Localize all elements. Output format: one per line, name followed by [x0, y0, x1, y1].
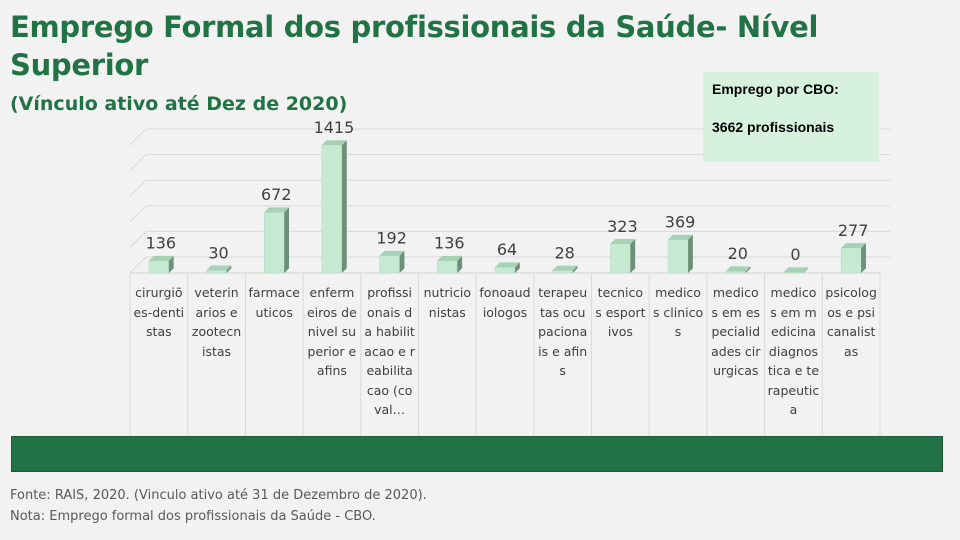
bar-top	[148, 255, 174, 261]
bar	[206, 270, 227, 274]
category-label: enfermeiros de nivel superior e afins	[307, 285, 357, 378]
bar	[667, 239, 689, 274]
bar-side	[745, 266, 751, 273]
data-label: 277	[838, 221, 869, 240]
bar	[437, 260, 458, 274]
gridline	[129, 128, 147, 146]
data-label: 20	[728, 244, 748, 263]
category-label: fonoaudiologos	[479, 285, 531, 320]
summary-box: Emprego por CBO: 3662 profissionais	[703, 72, 879, 162]
bar-top	[437, 255, 463, 261]
bar-side	[284, 207, 290, 273]
bar-side	[168, 255, 174, 273]
gridline	[129, 205, 147, 223]
bar-top	[552, 265, 578, 271]
category-label: psicologos e psicanalistas	[825, 285, 877, 359]
bar	[148, 260, 170, 274]
category-label: veterinarios e zootecnistas	[191, 285, 242, 359]
gridline	[129, 231, 147, 248]
summary-total: 3662 profissionais	[712, 119, 835, 135]
bar-top	[668, 234, 693, 240]
category-label: tecnicos esportivos	[595, 285, 646, 339]
chart-title: Emprego Formal dos profissionais da Saúd…	[10, 10, 819, 82]
category-label: medicos clinicos	[652, 285, 704, 339]
data-label: 136	[434, 234, 465, 253]
green-banner	[11, 436, 943, 472]
bar	[263, 211, 285, 274]
data-label: 64	[497, 240, 517, 259]
chart-subtitle: (Vínculo ativo até Dez de 2020)	[10, 93, 348, 115]
data-label: 323	[607, 217, 638, 236]
bar-side	[515, 262, 520, 273]
bar-top	[783, 267, 809, 273]
bar-side	[341, 140, 347, 273]
bar	[783, 271, 804, 274]
bar-top	[841, 243, 866, 248]
bar	[610, 243, 631, 274]
gridline	[129, 154, 147, 171]
bar-side	[572, 265, 578, 273]
category-label: profissionais da habilitacao e reabilita…	[364, 285, 415, 417]
data-label: 0	[790, 245, 800, 264]
category-label: terapeutas ocupacionais e afins	[538, 285, 588, 378]
footer-note: Nota: Emprego formal dos profissionais d…	[10, 509, 376, 524]
bar-side	[803, 267, 809, 273]
data-label: 672	[261, 185, 292, 204]
bar	[321, 144, 343, 274]
category-label: medicos em medicina diagnostica e terape…	[767, 285, 820, 417]
category-label: medicos em especialidades cirurgicas	[711, 285, 761, 378]
bar-top	[379, 250, 405, 256]
category-label: cirurgiões-dentistas	[133, 285, 185, 339]
data-label: 136	[146, 234, 177, 253]
bar-side	[399, 250, 405, 273]
data-label: 369	[665, 213, 696, 232]
gridline	[129, 256, 147, 274]
bar-side	[226, 265, 232, 273]
bar-side	[861, 243, 866, 273]
data-label: 192	[376, 229, 407, 248]
bar-top	[264, 207, 290, 213]
bar-top	[725, 266, 751, 272]
bar-top	[610, 238, 636, 244]
data-label: 1415	[314, 118, 355, 137]
bar-side	[457, 255, 463, 273]
bar-top	[321, 140, 347, 145]
bar	[552, 270, 573, 274]
data-label: 28	[555, 243, 575, 262]
bar	[725, 270, 747, 274]
bar	[494, 266, 516, 274]
bar-top	[206, 265, 232, 271]
data-label: 30	[208, 243, 228, 262]
bar	[379, 255, 400, 274]
bar	[840, 247, 862, 274]
category-label: farmaceuticos	[248, 285, 300, 320]
category-label: nutricionistas	[423, 285, 471, 320]
bar-top	[495, 262, 520, 268]
footer-source: Fonte: RAIS, 2020. (Vinculo ativo até 31…	[10, 488, 427, 503]
bar-side	[630, 238, 636, 273]
summary-heading: Emprego por CBO:	[712, 81, 839, 97]
gridline	[129, 179, 147, 197]
bar-side	[688, 234, 693, 273]
